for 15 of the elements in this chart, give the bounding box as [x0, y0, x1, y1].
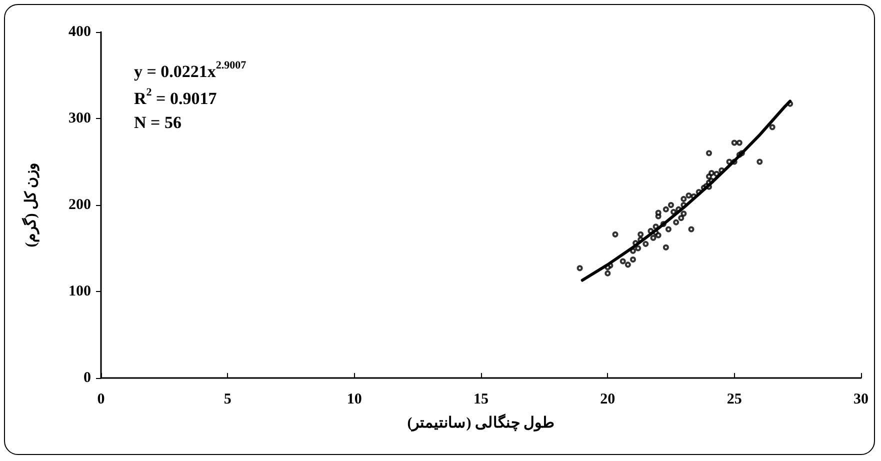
x-tick-label: 25	[726, 392, 742, 408]
y-axis-title: وزن کل (گرم)	[22, 162, 40, 248]
y-tick-label: 300	[68, 110, 91, 126]
x-tick-label: 5	[224, 392, 232, 408]
y-tick-label: 100	[68, 284, 91, 300]
annotation: N = 56	[134, 113, 182, 132]
y-tick-label: 0	[84, 370, 91, 386]
x-tick-label: 0	[97, 392, 105, 408]
y-tick-label: 400	[68, 24, 91, 40]
x-tick-label: 30	[854, 392, 868, 408]
x-tick-label: 15	[474, 392, 488, 408]
x-axis-title: طول چنگالی (سانتیمتر)	[407, 414, 555, 432]
x-tick-label: 20	[600, 392, 616, 408]
x-tick-label: 10	[346, 392, 362, 408]
y-tick-label: 200	[68, 197, 91, 213]
